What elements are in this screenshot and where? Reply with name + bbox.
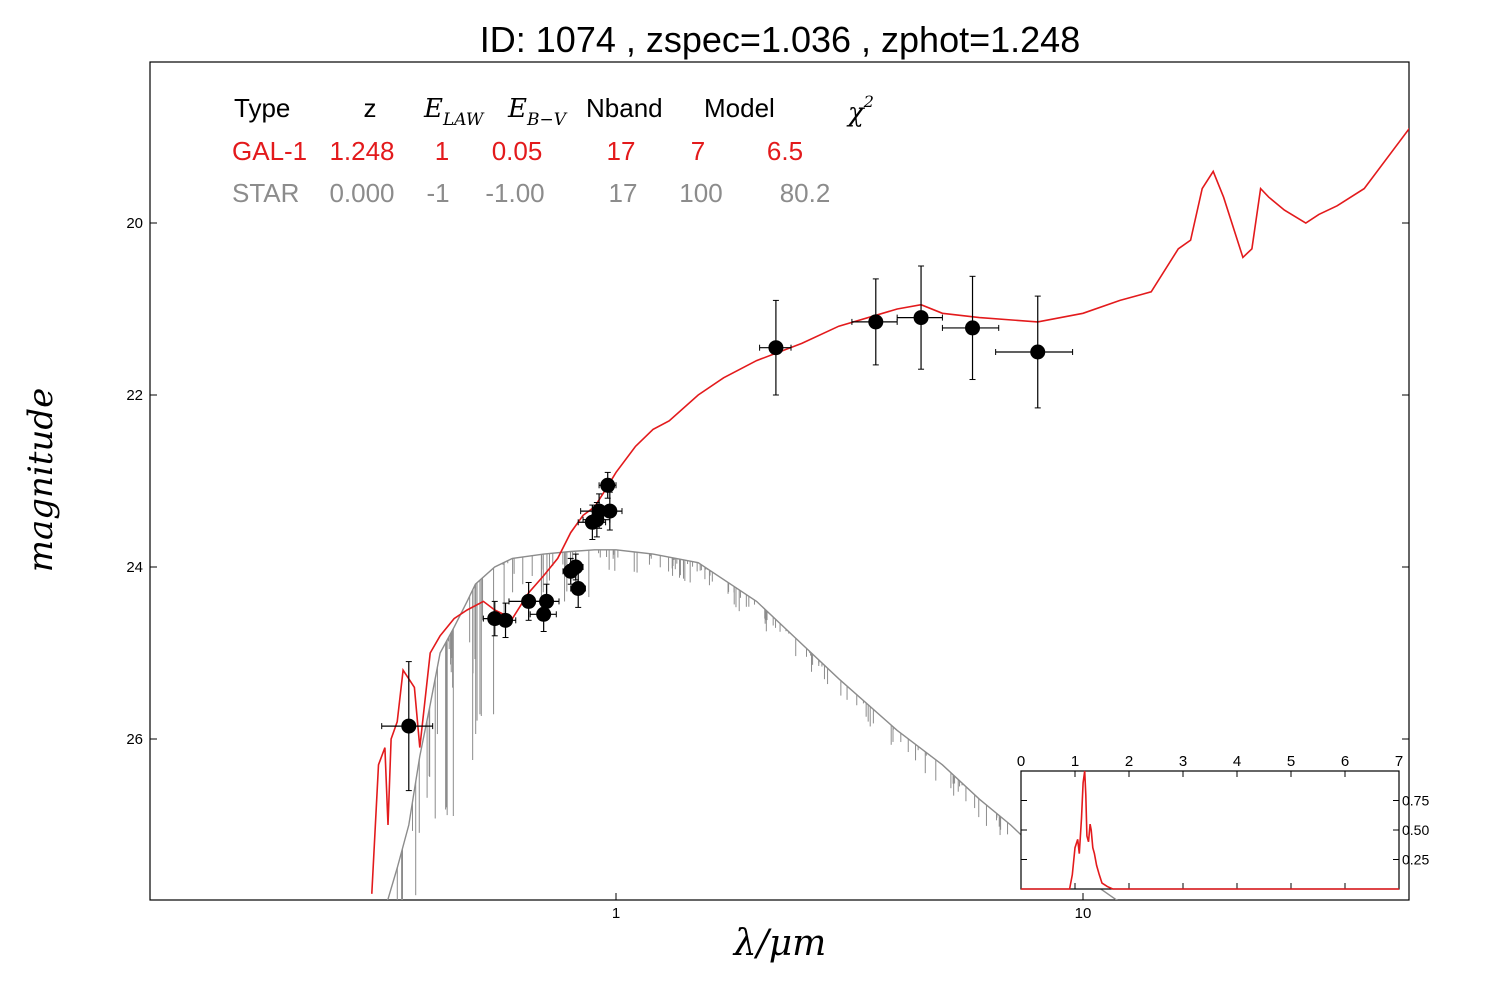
inset-y-tick-label: 0.25 xyxy=(1402,852,1429,868)
data-marker xyxy=(539,593,555,609)
inset-frame xyxy=(1020,770,1400,890)
inset-x-tick-label: 7 xyxy=(1395,753,1403,770)
inset-ticks: 0 1 2 3 4 5 6 7 0.25 0.50 0.75 xyxy=(1017,753,1429,889)
data-marker xyxy=(568,559,584,575)
photometry-point xyxy=(494,602,517,639)
legend-header-nband: Nband xyxy=(586,93,663,123)
legend-star-ebv: -1.00 xyxy=(485,178,544,208)
x-tick-label-10: 10 xyxy=(1075,905,1092,922)
y-tick-label-26: 26 xyxy=(126,731,143,748)
data-marker xyxy=(521,593,537,609)
inset-y-tick-label: 0.75 xyxy=(1402,793,1429,809)
legend-galaxy-type: GAL-1 xyxy=(232,136,307,166)
inset-x-tick-label: 3 xyxy=(1179,753,1187,770)
legend-galaxy-z: 1.248 xyxy=(329,136,394,166)
galaxy-model-line xyxy=(371,127,1409,894)
y-tick-label-22: 22 xyxy=(126,387,143,404)
inset-y-tick-label: 0.50 xyxy=(1402,822,1429,838)
photometry-point xyxy=(995,295,1074,409)
legend-galaxy-chi: 6.5 xyxy=(767,136,803,166)
photometry-point xyxy=(596,491,623,531)
data-marker xyxy=(913,310,929,326)
photometry-point xyxy=(381,661,434,792)
x-tick-label-1: 1 xyxy=(612,905,620,922)
legend-row-galaxy: GAL-1 1.248 1 0.05 17 7 6.5 xyxy=(232,136,803,166)
legend-star-model: 100 xyxy=(679,178,722,208)
data-marker xyxy=(602,503,618,519)
data-marker xyxy=(965,320,981,336)
legend-row-star: STAR 0.000 -1 -1.00 17 100 80.2 xyxy=(232,178,830,208)
data-marker xyxy=(600,477,616,493)
data-marker xyxy=(536,606,552,622)
x-axis-label: λ/μm xyxy=(732,923,826,964)
x-axis-ticks: 1 10 xyxy=(612,893,1092,922)
legend-header-ebv: EB−V xyxy=(507,94,568,130)
y-axis-label: magnitude xyxy=(21,388,61,573)
y-axis-ticks: 20 22 24 26 xyxy=(126,215,1409,748)
legend-star-nband: 17 xyxy=(609,178,638,208)
legend-star-z: 0.000 xyxy=(329,178,394,208)
data-marker xyxy=(768,340,784,356)
y-tick-label-24: 24 xyxy=(126,559,143,576)
photometry-point xyxy=(896,265,943,370)
inset-x-tick-label: 0 xyxy=(1017,753,1025,770)
inset-pdz-line xyxy=(1021,770,1399,890)
photometry-point xyxy=(570,569,586,608)
legend-galaxy-nband: 17 xyxy=(607,136,636,166)
legend-star-chi: 80.2 xyxy=(780,178,831,208)
legend-star-type: STAR xyxy=(232,178,299,208)
chart-title: ID: 1074 , zspec=1.036 , zphot=1.248 xyxy=(480,19,1080,60)
inset-x-tick-label: 5 xyxy=(1287,753,1295,770)
legend-header-elaw: ELAW xyxy=(423,94,485,130)
legend-table: Type z ELAW EB−V Nband Model χ2 GAL-1 1.… xyxy=(232,92,874,208)
star-model-line xyxy=(387,549,1118,900)
data-marker xyxy=(498,612,514,628)
legend-galaxy-model: 7 xyxy=(691,136,705,166)
data-marker xyxy=(401,718,417,734)
y-tick-label-20: 20 xyxy=(126,215,143,232)
data-marker xyxy=(570,581,586,596)
inset-x-tick-label: 4 xyxy=(1233,753,1241,770)
inset-x-tick-label: 6 xyxy=(1341,753,1349,770)
data-marker xyxy=(1030,344,1046,360)
legend-galaxy-ebv: 0.05 xyxy=(492,136,543,166)
photometry-point xyxy=(941,275,1000,381)
photometry-points xyxy=(381,265,1074,792)
photometry-point xyxy=(532,583,560,620)
star-absorption-features xyxy=(396,549,1009,900)
inset-x-tick-label: 2 xyxy=(1125,753,1133,770)
legend-star-elaw: -1 xyxy=(426,178,449,208)
photometry-point xyxy=(851,278,898,366)
legend-header-z: z xyxy=(364,93,377,123)
photometry-point xyxy=(759,299,792,396)
legend-galaxy-elaw: 1 xyxy=(435,136,449,166)
photometry-point xyxy=(567,553,584,581)
legend-header-model: Model xyxy=(704,93,775,123)
data-marker xyxy=(868,314,884,330)
photometry-point xyxy=(598,471,617,499)
inset-pdz-plot: 0 1 2 3 4 5 6 7 0.25 0.50 0.75 xyxy=(1017,753,1429,890)
main-plot-frame xyxy=(149,61,1410,901)
legend-header-chi: χ2 xyxy=(846,92,874,128)
legend-header-type: Type xyxy=(234,93,290,123)
inset-x-tick-label: 1 xyxy=(1071,753,1079,770)
